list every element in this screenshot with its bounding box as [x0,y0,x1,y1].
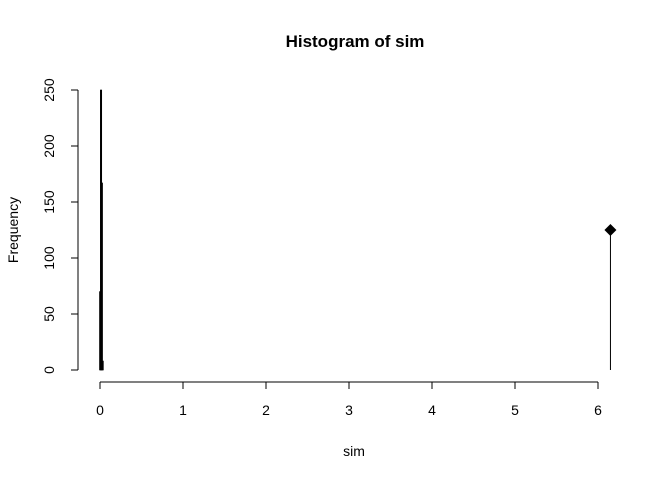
x-tick-label: 0 [96,402,104,418]
y-tick-label: 150 [41,190,57,214]
x-tick-label: 1 [179,402,187,418]
x-tick-label: 2 [262,402,270,418]
y-tick-label: 100 [41,246,57,270]
chart-title: Histogram of sim [286,32,425,51]
y-tick-label: 250 [41,78,57,102]
x-tick-label: 3 [345,402,353,418]
y-tick-label: 0 [41,366,57,374]
marker-layer [604,224,617,370]
x-axis: 0 1 2 3 4 5 6 [96,381,602,418]
y-axis: 0 50 100 150 200 250 [41,78,79,374]
x-axis-label: sim [343,443,365,459]
y-axis-label: Frequency [5,197,21,263]
x-tick-label: 4 [428,402,436,418]
histogram-bars [99,89,104,371]
y-tick-label: 200 [41,134,57,158]
histogram-bar [100,182,103,371]
x-tick-label: 5 [511,402,519,418]
y-tick-label: 50 [41,306,57,322]
marker-diamond [604,224,617,236]
histogram-bar [101,360,104,371]
x-tick-label: 6 [594,402,602,418]
